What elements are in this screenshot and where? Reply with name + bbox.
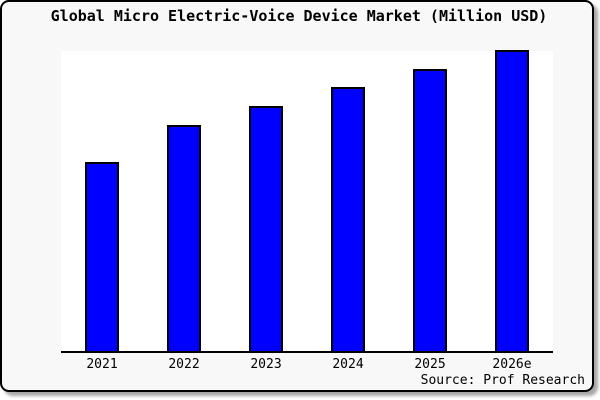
x-axis-tick-labels: 2021 2022 2023 2024 2025 2026e [61,357,553,372]
source-credit: Source: Prof Research [420,373,585,388]
plot-area [61,50,553,353]
chart-frame: Global Micro Electric-Voice Device Marke… [0,0,594,392]
bar-2021 [85,162,119,351]
bar-slot-2026e [471,50,553,351]
x-tick-label-2026e: 2026e [492,357,532,372]
x-tick-label-2022: 2022 [168,357,200,372]
bar-2026e [495,50,529,351]
bar-slot-2025 [389,51,471,351]
bar-2023 [249,106,283,351]
bar-slot-2024 [307,51,389,351]
bar-slot-2023 [225,51,307,351]
bar-2025 [413,69,447,351]
bar-2024 [331,87,365,351]
x-tick-label-2023: 2023 [250,357,282,372]
bar-2022 [167,125,201,351]
bar-slot-2022 [143,51,225,351]
x-tick-label-2025: 2025 [414,357,446,372]
chart-title: Global Micro Electric-Voice Device Marke… [50,7,548,25]
x-tick-label-2024: 2024 [332,357,364,372]
x-tick-label-2021: 2021 [86,357,118,372]
bar-slot-2021 [61,51,143,351]
